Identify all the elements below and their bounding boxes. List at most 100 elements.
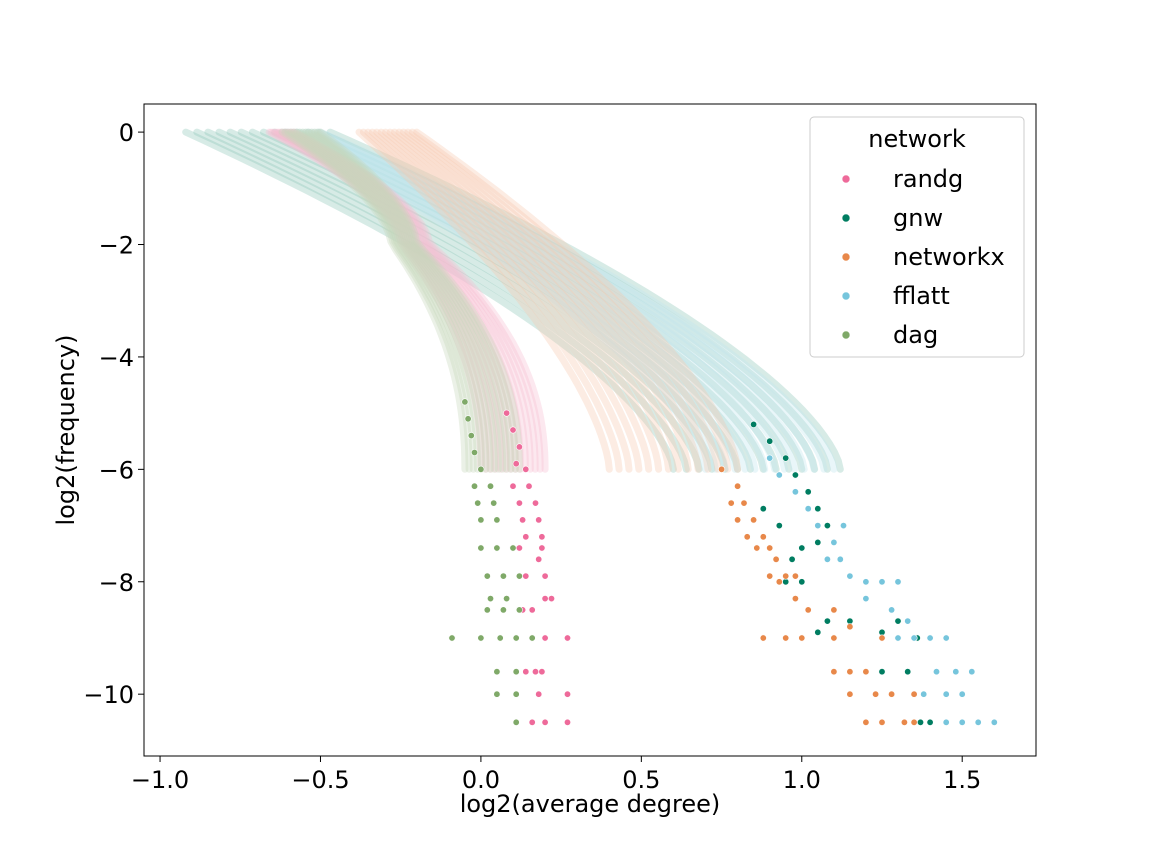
density-band-dag — [317, 128, 523, 473]
point-fflatt — [878, 578, 886, 586]
point-gnw — [814, 628, 822, 636]
point-networkx — [830, 668, 838, 676]
legend-label-networkx: networkx — [893, 243, 1005, 271]
point-randg — [522, 533, 530, 541]
point-networkx — [782, 634, 790, 642]
density-band-networkx — [404, 128, 722, 473]
density-band-fflatt — [278, 128, 709, 473]
point-networkx — [862, 668, 870, 676]
y-axis-label: log2(frequency) — [52, 335, 80, 526]
point-fflatt — [942, 690, 950, 698]
point-randg — [522, 465, 530, 473]
legend-box — [809, 116, 1025, 358]
density-band-gnw — [204, 128, 703, 473]
point-fflatt — [888, 606, 896, 614]
point-randg — [531, 668, 539, 676]
density-band-fflatt — [293, 128, 759, 473]
point-gnw — [782, 454, 790, 462]
point-randg — [503, 409, 511, 417]
density-band-randg — [289, 128, 544, 473]
point-networkx — [830, 634, 838, 642]
point-randg — [525, 482, 533, 490]
density-band-gnw — [182, 128, 677, 473]
point-randg — [515, 443, 523, 451]
point-dag — [448, 634, 456, 642]
density-band-randg — [269, 128, 495, 473]
point-dag — [490, 499, 498, 507]
x-tick-label: 1.5 — [943, 766, 981, 794]
point-randg — [541, 718, 549, 726]
x-tick-label: −0.5 — [291, 766, 349, 794]
point-networkx — [791, 572, 799, 580]
point-randg — [519, 516, 527, 524]
point-randg — [541, 572, 549, 580]
point-gnw — [916, 718, 924, 726]
density-band-networkx — [395, 128, 702, 473]
density-band-dag — [293, 128, 490, 473]
point-randg — [541, 634, 549, 642]
density-band-networkx — [386, 128, 682, 473]
point-dag — [474, 499, 482, 507]
density-band-gnw — [315, 128, 831, 473]
point-networkx — [766, 544, 774, 552]
point-fflatt — [836, 555, 844, 563]
point-dag — [512, 668, 520, 676]
point-dag — [528, 634, 536, 642]
point-networkx — [734, 516, 742, 524]
density-band-randg — [279, 128, 519, 473]
point-networkx — [759, 634, 767, 642]
point-randg — [535, 555, 543, 563]
point-fflatt — [862, 578, 870, 586]
point-dag — [486, 482, 494, 490]
density-band-dag — [305, 128, 507, 473]
point-dag — [464, 415, 472, 423]
point-gnw — [823, 522, 831, 530]
point-networkx — [759, 533, 767, 541]
point-gnw — [759, 505, 767, 513]
point-networkx — [782, 572, 790, 580]
density-band-gnw — [226, 128, 729, 473]
density-band-dag — [296, 128, 494, 473]
point-networkx — [910, 690, 918, 698]
data-points — [448, 398, 998, 726]
legend: network randg gnw networkx fflatt dag — [809, 116, 1025, 358]
point-fflatt — [926, 634, 934, 642]
point-gnw — [791, 471, 799, 479]
point-fflatt — [990, 718, 998, 726]
density-band-dag — [308, 128, 511, 473]
point-randg — [515, 544, 523, 552]
density-band-randg — [283, 128, 529, 473]
point-networkx — [804, 606, 812, 614]
point-fflatt — [958, 718, 966, 726]
density-band-fflatt — [299, 128, 779, 473]
density-band-dag — [284, 128, 477, 473]
point-fflatt — [846, 572, 854, 580]
point-networkx — [727, 499, 735, 507]
density-band-networkx — [391, 128, 692, 473]
point-gnw — [926, 718, 934, 726]
point-networkx — [910, 718, 918, 726]
point-gnw — [904, 668, 912, 676]
plot-frame — [143, 103, 1037, 757]
density-band-networkx — [359, 128, 623, 473]
point-randg — [535, 516, 543, 524]
legend-marker-fflatt — [841, 291, 851, 301]
density-band-networkx — [368, 128, 643, 473]
density-band-gnw — [260, 128, 767, 473]
point-fflatt — [910, 634, 918, 642]
point-gnw — [894, 617, 902, 625]
point-randg — [522, 572, 530, 580]
point-dag — [512, 690, 520, 698]
density-band-networkx — [382, 128, 672, 473]
density-band-randg — [275, 128, 510, 473]
density-band-dag — [287, 128, 481, 473]
point-fflatt — [791, 488, 799, 496]
point-networkx — [878, 718, 886, 726]
point-networkx — [753, 544, 761, 552]
legend-title: network — [868, 125, 966, 153]
point-gnw — [788, 555, 796, 563]
point-networkx — [791, 595, 799, 603]
point-randg — [512, 460, 520, 468]
point-fflatt — [952, 668, 960, 676]
